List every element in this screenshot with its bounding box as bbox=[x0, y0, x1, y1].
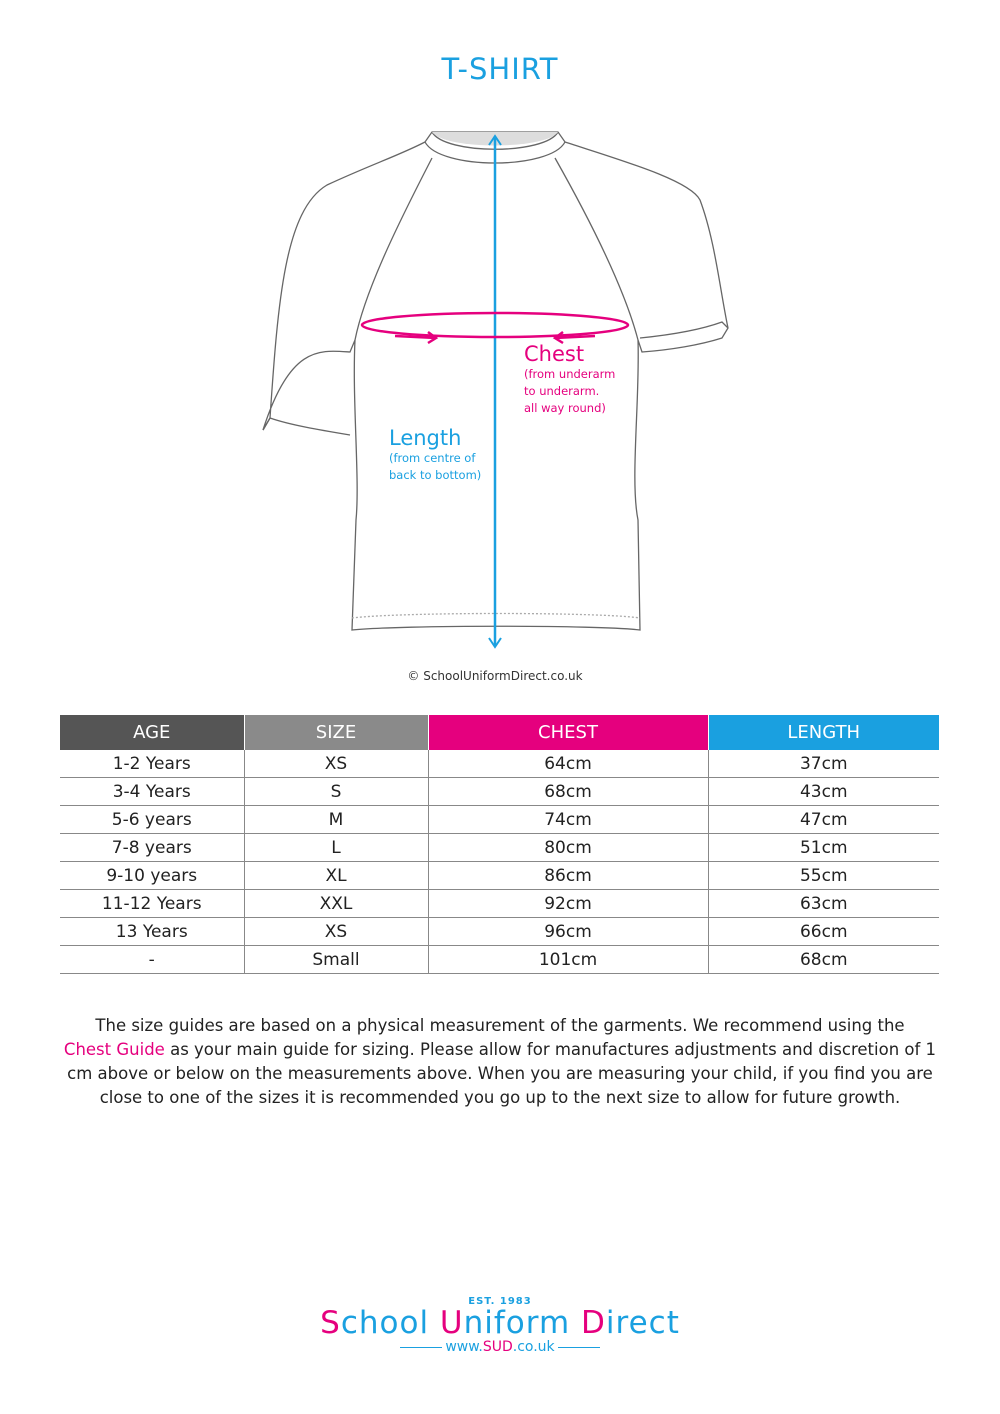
cell-chest: 96cm bbox=[427, 917, 708, 946]
cell-length: 37cm bbox=[707, 750, 939, 778]
length-note: (from centre of bbox=[389, 451, 476, 465]
cell-size: L bbox=[243, 833, 428, 862]
logo-word: irect bbox=[605, 1305, 680, 1341]
cell-chest: 74cm bbox=[427, 805, 708, 834]
cell-age: 13 Years bbox=[60, 917, 244, 946]
cell-size: XXL bbox=[243, 889, 428, 918]
cell-age: 11-12 Years bbox=[60, 889, 244, 918]
cell-age: 1-2 Years bbox=[60, 750, 244, 778]
logo-word: chool bbox=[340, 1305, 440, 1341]
length-label-block: Length (from centre of back to bottom) bbox=[389, 426, 481, 484]
cell-size: XS bbox=[243, 750, 428, 778]
cell-size: XS bbox=[243, 917, 428, 946]
cell-chest: 86cm bbox=[427, 861, 708, 890]
cell-length: 63cm bbox=[707, 889, 939, 918]
size-table: AGE SIZE CHEST LENGTH 1-2 Years XS 64cm 37c… bbox=[60, 715, 939, 974]
logo-est: EST. 1983 bbox=[468, 1296, 532, 1307]
table-row: 11-12 Years XXL 92cm 63cm bbox=[60, 889, 939, 918]
length-note: back to bottom) bbox=[389, 468, 482, 482]
logo-letter: U bbox=[439, 1305, 464, 1341]
page-title: T-SHIRT bbox=[441, 52, 559, 86]
cell-size: S bbox=[243, 777, 428, 806]
cell-chest: 101cm bbox=[427, 945, 708, 974]
table-row: - Small 101cm 68cm bbox=[60, 945, 939, 974]
cell-chest: 68cm bbox=[427, 777, 708, 806]
logo-url-part: .co.uk bbox=[512, 1339, 555, 1355]
cell-age: 9-10 years bbox=[60, 861, 244, 890]
table-row: 7-8 years L 80cm 51cm bbox=[60, 833, 939, 862]
note-text: The size guides are based on a physical … bbox=[95, 1016, 905, 1035]
logo-url: www. SUD .co.uk bbox=[0, 1339, 1000, 1355]
logo-word: niform bbox=[463, 1305, 582, 1341]
copyright: © SchoolUniformDirect.co.uk bbox=[407, 669, 583, 683]
school-uniform-direct-logo: EST. 1983 School Uniform Direct www. SUD.… bbox=[0, 1296, 1000, 1355]
chest-note: (from underarm bbox=[524, 367, 616, 381]
chest-note: to underarm. bbox=[524, 384, 600, 398]
cell-size: XL bbox=[243, 861, 428, 890]
cell-age: 7-8 years bbox=[60, 833, 244, 862]
chest-label: Chest bbox=[524, 342, 585, 366]
chest-guide-highlight: Chest Guide bbox=[63, 1040, 165, 1059]
note-text: as your main guide for sizing. Please al… bbox=[67, 1040, 937, 1107]
header-chest: CHEST bbox=[427, 715, 708, 750]
table-row: 13 Years XS 96cm 66cm bbox=[60, 917, 939, 946]
logo-url-part: www. bbox=[445, 1339, 483, 1355]
cell-chest: 64cm bbox=[427, 750, 708, 778]
cell-chest: 92cm bbox=[427, 889, 708, 918]
cell-length: 66cm bbox=[707, 917, 939, 946]
logo-letter: D bbox=[581, 1305, 606, 1341]
table-row: 9-10 years XL 86cm 55cm bbox=[60, 861, 939, 890]
table-row: 5-6 years M 74cm 47cm bbox=[60, 805, 939, 834]
logo-url-part: SUD bbox=[482, 1339, 513, 1355]
table-row: 3-4 Years S 68cm 43cm bbox=[60, 777, 939, 806]
cell-age: 5-6 years bbox=[60, 805, 244, 834]
cell-length: 47cm bbox=[707, 805, 939, 834]
chest-arrow bbox=[360, 311, 630, 345]
chest-label-block: Chest (from underarm to underarm. all wa… bbox=[524, 342, 615, 417]
header-size: SIZE bbox=[243, 715, 428, 750]
cell-length: 68cm bbox=[707, 945, 939, 974]
cell-size: Small bbox=[243, 945, 428, 974]
chest-note: all way round) bbox=[524, 401, 606, 415]
length-arrow bbox=[488, 134, 502, 649]
cell-length: 51cm bbox=[707, 833, 939, 862]
logo-name: School Uniform Direct bbox=[0, 1307, 1000, 1339]
cell-length: 43cm bbox=[707, 777, 939, 806]
cell-size: M bbox=[243, 805, 428, 834]
cell-length: 55cm bbox=[707, 861, 939, 890]
cell-age: 3-4 Years bbox=[60, 777, 244, 806]
header-length: LENGTH bbox=[707, 715, 939, 750]
size-guide-note: The size guides are based on a physical … bbox=[60, 1014, 940, 1110]
table-row: 1-2 Years XS 64cm 37cm bbox=[60, 750, 939, 778]
header-age: AGE bbox=[60, 715, 244, 750]
tshirt-diagram bbox=[262, 131, 729, 649]
cell-chest: 80cm bbox=[427, 833, 708, 862]
length-label: Length bbox=[389, 426, 462, 450]
cell-age: - bbox=[60, 945, 244, 974]
logo-letter: S bbox=[320, 1305, 341, 1341]
